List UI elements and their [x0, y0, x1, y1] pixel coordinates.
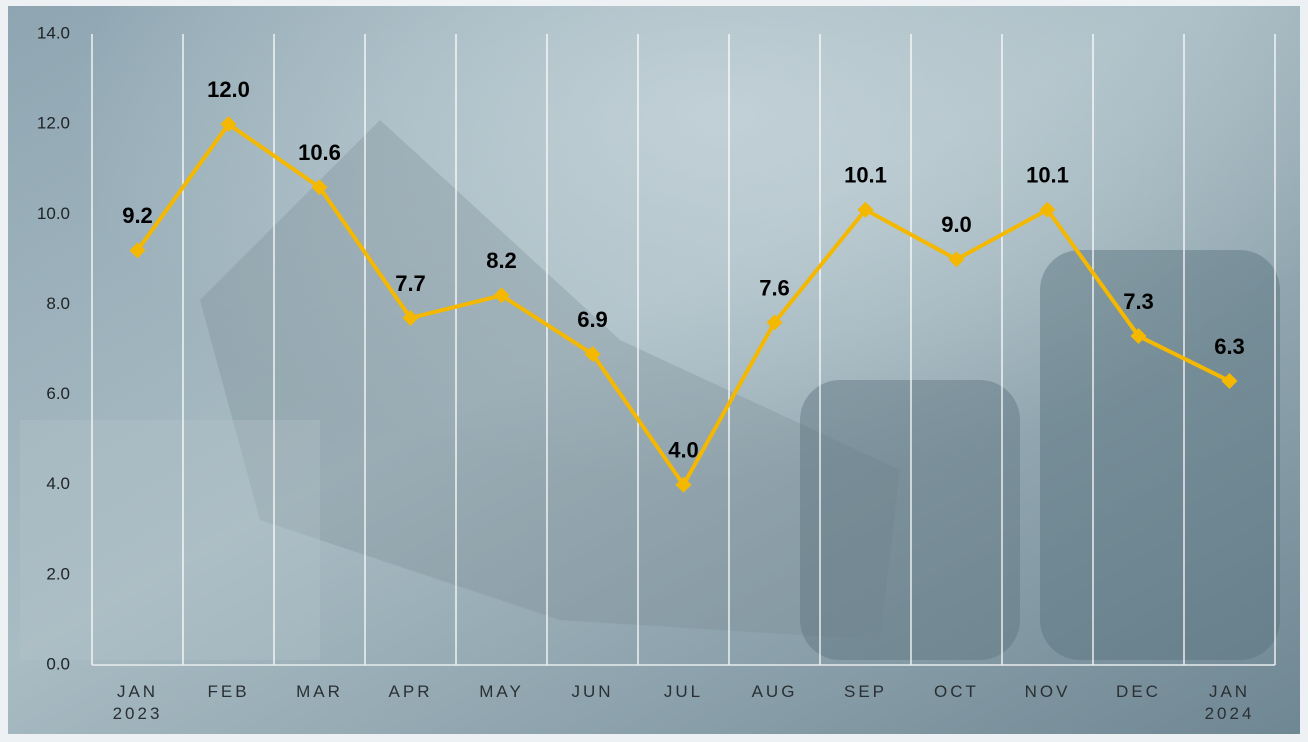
x-tick-label: NOV	[1002, 681, 1093, 703]
y-tick-label: 12.0	[37, 114, 70, 133]
data-label: 4.0	[668, 438, 699, 463]
coins-left	[800, 380, 1020, 660]
chart-svg: 0.0 2.0 4.0 6.0 8.0 10.0 12.0 14.0 9.2 12.0 10.6 7.…	[0, 0, 1308, 742]
data-label: 10.6	[298, 140, 341, 165]
data-label: 9.2	[122, 203, 153, 228]
x-tick-label: FEB	[183, 681, 274, 703]
x-tick-label: OCT	[911, 681, 1002, 703]
x-tick-label: APR	[365, 681, 456, 703]
y-tick-label: 0.0	[46, 654, 70, 673]
data-label: 6.3	[1214, 334, 1245, 359]
data-label: 10.1	[844, 163, 887, 188]
x-tick-label: JAN 2024	[1184, 681, 1275, 725]
data-label: 10.1	[1026, 163, 1069, 188]
data-label: 12.0	[207, 77, 250, 102]
x-tick-label: JAN 2023	[92, 681, 183, 725]
chart: 0.0 2.0 4.0 6.0 8.0 10.0 12.0 14.0 9.2 12.0 10.6 7.…	[0, 0, 1308, 742]
data-label: 7.6	[759, 275, 790, 300]
x-tick-label: DEC	[1093, 681, 1184, 703]
data-label: 7.7	[395, 271, 426, 296]
data-label: 6.9	[577, 307, 608, 332]
data-label: 9.0	[941, 212, 972, 237]
x-tick-label: MAR	[274, 681, 365, 703]
x-tick-label: JUN	[547, 681, 638, 703]
y-tick-label: 4.0	[46, 474, 70, 493]
y-tick-label: 10.0	[37, 204, 70, 223]
y-tick-label: 2.0	[46, 564, 70, 583]
coins-right	[1040, 250, 1280, 660]
x-tick-label: JUL	[638, 681, 729, 703]
columns	[20, 420, 320, 660]
y-tick-label: 14.0	[37, 23, 70, 42]
x-tick-label: SEP	[820, 681, 911, 703]
y-tick-label: 8.0	[46, 294, 70, 313]
x-tick-label: MAY	[456, 681, 547, 703]
x-tick-label: AUG	[729, 681, 820, 703]
y-tick-label: 6.0	[46, 384, 70, 403]
data-label: 8.2	[486, 248, 517, 273]
data-label: 7.3	[1123, 289, 1154, 314]
